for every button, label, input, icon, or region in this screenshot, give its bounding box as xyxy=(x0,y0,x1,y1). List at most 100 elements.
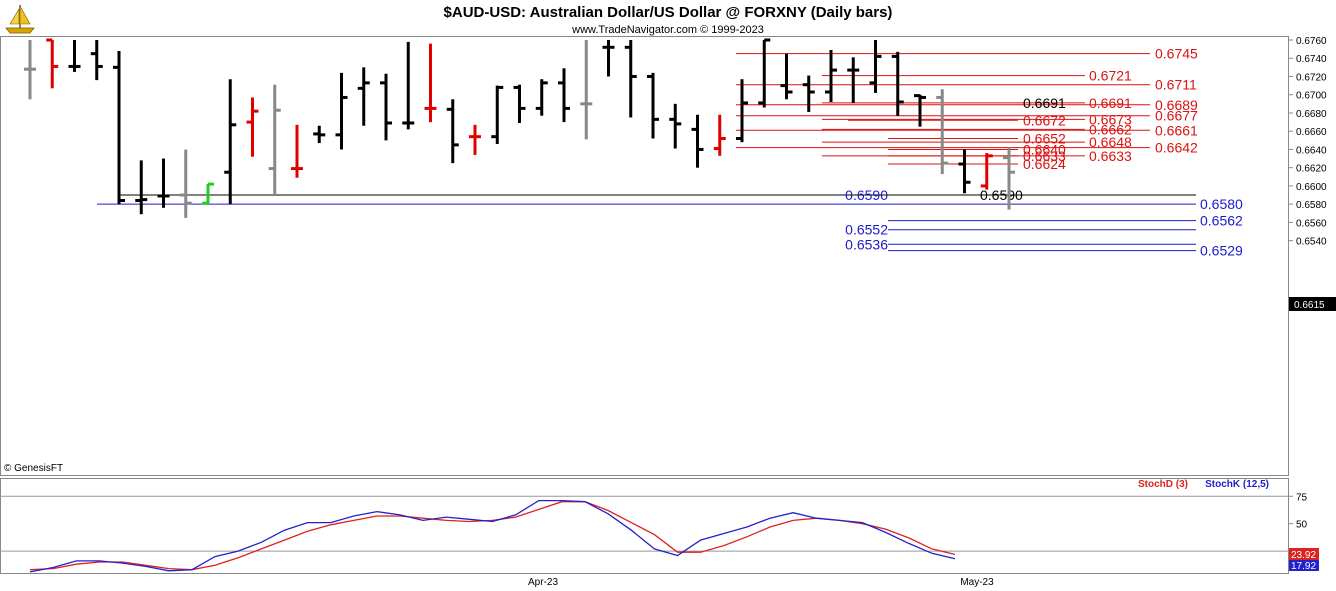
ohlc-bar xyxy=(380,73,392,141)
price-tick-label: 0.6600 xyxy=(1296,182,1327,193)
level-red-label: 0.6672 xyxy=(1023,112,1066,128)
ohlc-bar xyxy=(535,79,548,116)
ohlc-bar xyxy=(157,158,170,208)
ohlc-bar xyxy=(90,40,103,81)
level-red-label: 0.6677 xyxy=(1155,108,1198,124)
price-tick-label: 0.6580 xyxy=(1296,200,1327,211)
ohlc-bar xyxy=(446,99,459,164)
ohlc-bar xyxy=(669,103,682,149)
stoch-series-line xyxy=(29,499,956,573)
price-tick-label: 0.6560 xyxy=(1296,218,1327,229)
last-price-badge: 0.6615 xyxy=(1289,297,1336,311)
ohlc-bar xyxy=(802,75,815,113)
ohlc-bar xyxy=(357,67,370,126)
level-red-label: 0.6721 xyxy=(1089,68,1132,84)
level-red-label: 0.6642 xyxy=(1155,140,1198,156)
ohlc-bar xyxy=(268,84,281,196)
ohlc-bar xyxy=(313,125,326,144)
ohlc-bar xyxy=(291,124,303,178)
ohlc-bar xyxy=(980,153,993,190)
support-black-label: 0.6590 xyxy=(980,187,1023,203)
level-red-label: 0.6640 xyxy=(1023,141,1066,157)
level-blue-label: 0.6536 xyxy=(845,236,888,252)
ohlc-bar xyxy=(958,149,971,194)
chart-subtitle: www.TradeNavigator.com © 1999-2023 xyxy=(571,24,764,36)
ohlc-bar xyxy=(558,68,570,123)
ohlc-bar xyxy=(847,57,860,103)
stochk-last-value: 17.92 xyxy=(1291,561,1316,572)
price-tick-label: 0.6740 xyxy=(1296,54,1327,65)
stoch-tick-label: 50 xyxy=(1296,520,1308,531)
ohlc-bar xyxy=(1003,147,1015,210)
ohlc-bar xyxy=(825,50,837,103)
level-red-label: 0.6689 xyxy=(1155,97,1198,113)
level-blue-label: 0.6552 xyxy=(845,222,888,238)
level-red-label: 0.6661 xyxy=(1155,122,1198,138)
ohlc-bar xyxy=(691,114,704,168)
legend-stochk: StochK (12,5) xyxy=(1205,479,1269,490)
level-red-label: 0.6624 xyxy=(1023,156,1066,172)
ohlc-bar xyxy=(469,124,481,155)
watermark: © GenesisFT xyxy=(4,463,63,474)
ohlc-bar xyxy=(758,38,771,108)
price-tick-label: 0.6640 xyxy=(1296,145,1327,156)
ohlc-bar xyxy=(736,79,748,143)
price-tick-label: 0.6760 xyxy=(1296,36,1327,47)
ohlc-bar xyxy=(246,97,259,157)
level-blue-label: 0.6562 xyxy=(1200,213,1243,229)
ohlc-bar xyxy=(135,160,148,215)
x-label-may-23: May-23 xyxy=(960,577,994,588)
price-tick-label: 0.6540 xyxy=(1296,237,1327,248)
ohlc-bar xyxy=(224,79,237,205)
genesis-ship-logo-icon xyxy=(5,4,35,34)
last-price-label: 0.6615 xyxy=(1294,300,1325,311)
ohlc-bar xyxy=(402,41,415,130)
price-tick-label: 0.6700 xyxy=(1296,91,1327,102)
level-red-label: 0.6745 xyxy=(1155,46,1198,62)
stochk-last-badge: 17.92 xyxy=(1289,560,1319,572)
price-tick-label: 0.6660 xyxy=(1296,127,1327,138)
level-blue-label: 0.6590 xyxy=(845,187,888,203)
ohlc-bar xyxy=(602,40,615,77)
ohlc-bar xyxy=(914,94,926,127)
level-black-label: 0.6691 xyxy=(1023,95,1066,111)
ohlc-bar xyxy=(869,40,882,93)
ohlc-bar xyxy=(179,149,192,218)
level-red-label: 0.6691 xyxy=(1089,95,1132,111)
level-red-label: 0.6633 xyxy=(1089,148,1132,164)
stochastic-indicator: 75 50 xyxy=(0,492,1308,573)
level-red-label: 0.6648 xyxy=(1089,134,1132,150)
ohlc-bar xyxy=(335,72,348,150)
ohlc-bar xyxy=(580,40,593,140)
ohlc-bar xyxy=(647,72,659,139)
ohlc-bar xyxy=(424,43,437,123)
ohlc-bar xyxy=(24,40,36,100)
ohlc-bar xyxy=(202,182,214,205)
legend-stochd: StochD (3) xyxy=(1138,479,1188,490)
ohlc-bar xyxy=(68,40,81,72)
stoch-tick-label: 75 xyxy=(1296,492,1308,503)
x-label-apr-23: Apr-23 xyxy=(528,577,558,588)
price-tick-label: 0.6720 xyxy=(1296,72,1327,83)
price-axis: 0.6760 0.6740 0.6720 0.6700 0.6680 0.6660 0.66… xyxy=(1288,36,1327,248)
level-red-label: 0.6662 xyxy=(1089,121,1132,137)
price-tick-label: 0.6620 xyxy=(1296,164,1327,175)
ohlc-bar xyxy=(713,114,726,156)
logo xyxy=(5,4,35,34)
level-blue-label: 0.6580 xyxy=(1200,196,1243,212)
stochastic-panel xyxy=(0,478,1289,574)
ohlc-bars xyxy=(24,38,1015,218)
level-red-label: 0.6633 xyxy=(1023,148,1066,164)
level-red-label: 0.6673 xyxy=(1089,111,1132,127)
ohlc-bar xyxy=(936,89,949,175)
level-red-label: 0.6652 xyxy=(1023,130,1066,146)
ohlc-bar xyxy=(780,53,793,100)
ohlc-bar xyxy=(624,40,637,118)
ohlc-bar xyxy=(113,50,125,205)
ohlc-bar xyxy=(891,51,904,116)
price-tick-label: 0.6680 xyxy=(1296,109,1327,120)
ohlc-bar xyxy=(491,85,504,144)
level-blue-label: 0.6529 xyxy=(1200,243,1243,259)
